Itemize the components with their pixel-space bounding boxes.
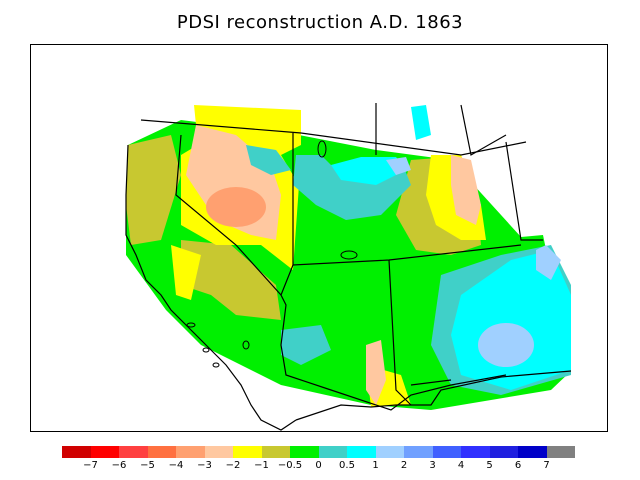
legend-swatch bbox=[119, 446, 148, 458]
legend-tick-label: −0.5 bbox=[277, 460, 303, 471]
pdsi-yellow-sw bbox=[171, 245, 201, 300]
legend-tick-label: 4 bbox=[457, 460, 465, 471]
legend-swatch bbox=[290, 446, 319, 458]
legend-tick-label: −5 bbox=[140, 460, 155, 471]
legend-tick-label: −7 bbox=[83, 460, 98, 471]
map-frame bbox=[30, 44, 608, 432]
pdsi-lightblue-ne bbox=[536, 245, 561, 280]
island-mark bbox=[186, 322, 196, 328]
legend-swatch bbox=[461, 446, 490, 458]
pdsi-map bbox=[125, 103, 572, 431]
legend-swatch bbox=[546, 446, 575, 458]
legend-tick-label: 7 bbox=[543, 460, 550, 471]
legend-tick-label: −3 bbox=[197, 460, 212, 471]
pdsi-peach-south bbox=[366, 340, 386, 405]
legend-tick-label: 0 bbox=[315, 460, 322, 471]
pdsi-teal-south bbox=[281, 325, 331, 365]
legend-swatch bbox=[318, 446, 347, 458]
pdsi-olive-west bbox=[126, 135, 181, 245]
island-mark bbox=[212, 362, 220, 368]
pdsi-orange-core bbox=[206, 187, 266, 227]
pdsi-lightblue-nm bbox=[478, 323, 534, 367]
legend-tick-label: −1 bbox=[254, 460, 269, 471]
color-legend bbox=[62, 446, 575, 458]
legend-swatch bbox=[432, 446, 461, 458]
legend-tick-label: 6 bbox=[514, 460, 522, 471]
legend-tick-label: −4 bbox=[168, 460, 184, 471]
legend-swatch bbox=[62, 446, 91, 458]
map-title: PDSI reconstruction A.D. 1863 bbox=[176, 12, 464, 33]
legend-swatch bbox=[176, 446, 205, 458]
legend-swatch bbox=[347, 446, 376, 458]
legend-swatch bbox=[147, 446, 176, 458]
legend-swatch bbox=[375, 446, 404, 458]
legend-tick-label: 3 bbox=[429, 460, 436, 471]
legend-swatch bbox=[90, 446, 119, 458]
legend-swatch bbox=[233, 446, 262, 458]
legend-swatch bbox=[261, 446, 290, 458]
pdsi-cyan-montana bbox=[331, 157, 406, 185]
legend-swatch bbox=[518, 446, 547, 458]
pdsi-cyan-nw bbox=[411, 105, 431, 140]
lake-mark bbox=[242, 340, 250, 350]
legend-tick-label: 0.5 bbox=[339, 460, 355, 471]
legend-swatch bbox=[489, 446, 518, 458]
legend-swatch bbox=[204, 446, 233, 458]
pdsi-cyan-nm bbox=[451, 250, 571, 390]
legend-tick-label: −2 bbox=[225, 460, 241, 471]
legend-tick-label: −6 bbox=[111, 460, 127, 471]
pdsi-peach-east bbox=[451, 155, 481, 225]
pdsi-lightblue-mt bbox=[386, 157, 411, 175]
state-boundaries bbox=[140, 103, 543, 411]
coastline bbox=[125, 144, 297, 431]
lake-mark bbox=[340, 250, 358, 260]
mexico-border bbox=[295, 370, 572, 421]
legend-swatch bbox=[404, 446, 433, 458]
island-mark bbox=[202, 347, 210, 353]
legend-tick-label: 1 bbox=[372, 460, 379, 471]
lake-mark bbox=[317, 140, 327, 158]
legend-tick-label: 5 bbox=[486, 460, 493, 471]
legend-tick-label: 2 bbox=[400, 460, 408, 471]
pdsi-olive-nevada bbox=[181, 240, 281, 320]
pdsi-teal-idaho bbox=[246, 145, 291, 175]
